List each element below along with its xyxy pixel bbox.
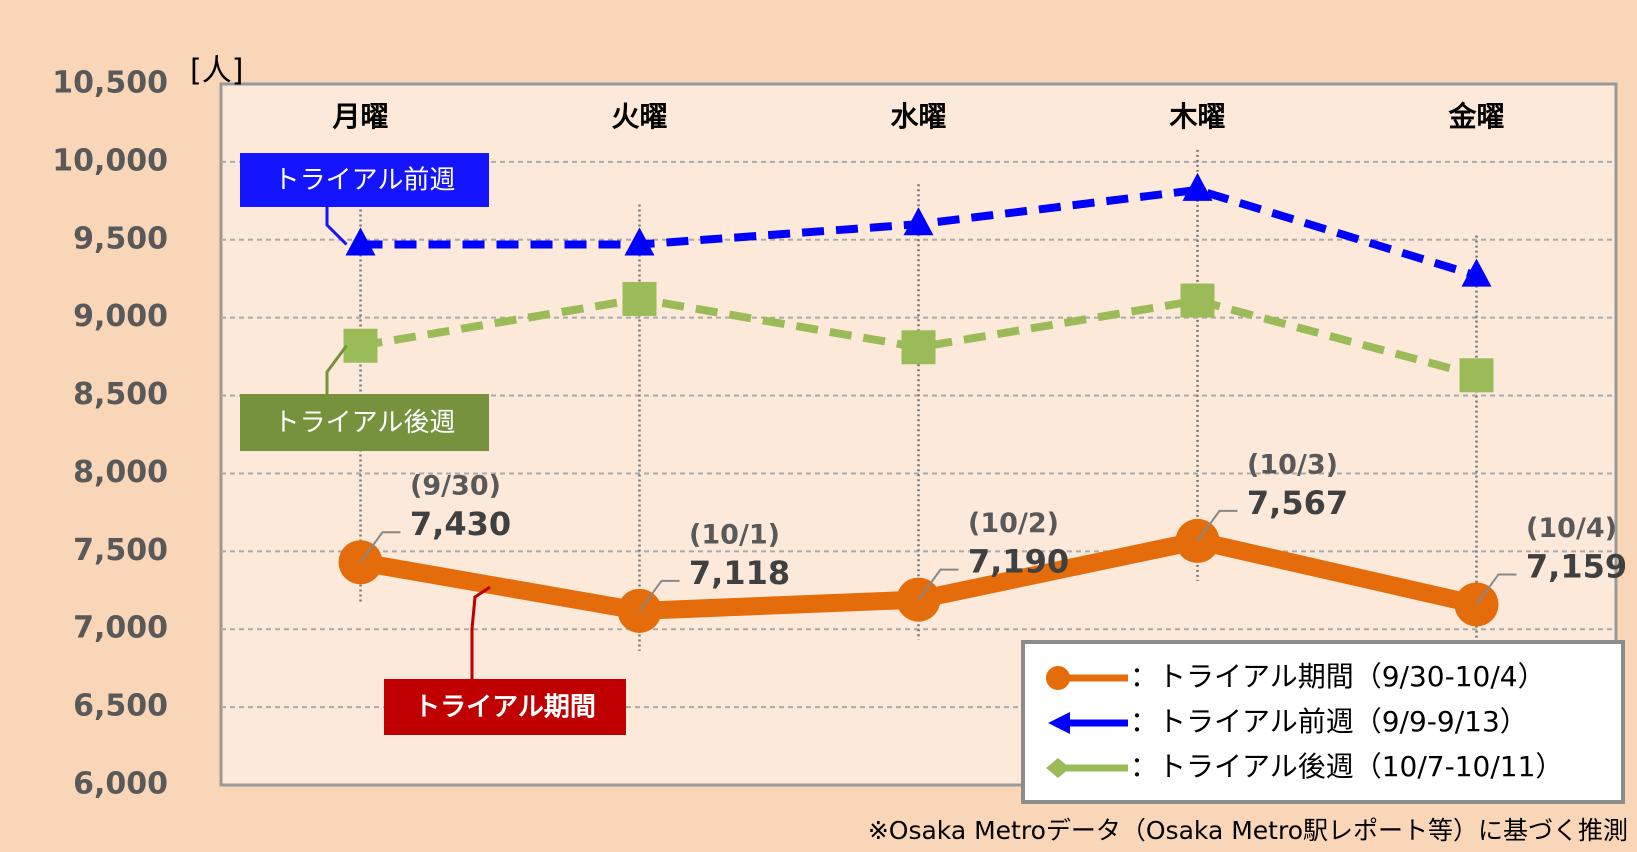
callout-box — [240, 394, 489, 451]
y-tick-label: 10,500 — [52, 66, 168, 101]
y-tick-label: 8,000 — [73, 455, 168, 490]
data-label: 7,567 — [1247, 484, 1348, 522]
callout-box — [384, 679, 626, 735]
x-tick-label: 月曜 — [331, 100, 388, 133]
y-unit-label: [人] — [190, 54, 243, 89]
point-label: (9/30) — [410, 471, 501, 502]
callout-box — [240, 153, 489, 207]
legend-separator: ： — [1130, 750, 1158, 783]
leader-line — [917, 568, 959, 601]
point — [343, 328, 378, 363]
leader-line — [638, 579, 680, 612]
legend-separator: ： — [1130, 705, 1158, 738]
data-label: 7,190 — [968, 543, 1069, 581]
x-tick-label: 火曜 — [611, 100, 667, 133]
y-tick-label: 7,500 — [73, 533, 168, 568]
point-label: (10/2) — [968, 508, 1059, 539]
legend-label: トライアル前週（9/9-9/13） — [1158, 705, 1528, 738]
legend-marker — [1048, 712, 1070, 734]
y-tick-label: 9,000 — [73, 299, 168, 334]
x-tick-label: 水曜 — [890, 100, 946, 133]
y-tick-label: 9,500 — [73, 221, 168, 256]
callout-connector — [470, 585, 491, 679]
leader-line — [359, 531, 401, 563]
x-tick-label: 木曜 — [1168, 100, 1225, 133]
y-tick-label: 6,500 — [73, 689, 168, 724]
point — [1182, 172, 1213, 201]
legend-marker — [1046, 758, 1070, 778]
point-label: (10/3) — [1247, 449, 1338, 480]
legend-label: トライアル後週（10/7-10/11） — [1158, 750, 1563, 783]
x-tick-label: 金曜 — [1447, 100, 1504, 133]
point-label: (10/4) — [1526, 513, 1617, 544]
legend-marker — [1046, 666, 1070, 690]
footnote: ※Osaka Metroデータ（Osaka Metro駅レポート等）に基づく推測 — [868, 816, 1628, 845]
point — [624, 227, 655, 256]
callout-label: トライアル期間 — [414, 693, 596, 723]
callout-connector — [325, 344, 348, 394]
legend-separator: ： — [1130, 660, 1158, 693]
point — [622, 281, 657, 316]
y-tick-label: 6,000 — [73, 767, 168, 802]
point-label: (10/1) — [689, 519, 780, 550]
data-label: 7,159 — [1526, 547, 1627, 585]
point — [903, 207, 934, 236]
series-line — [359, 294, 1478, 380]
point — [1180, 283, 1215, 318]
y-tick-label: 10,000 — [52, 143, 168, 178]
callout-label: トライアル前週 — [274, 166, 456, 196]
data-label: 7,430 — [410, 505, 511, 543]
point — [1459, 358, 1494, 393]
point — [345, 227, 376, 256]
point — [901, 330, 936, 365]
y-tick-label: 7,000 — [73, 611, 168, 646]
callout-label: トライアル後週 — [274, 408, 456, 438]
callout-connector — [325, 207, 348, 246]
y-tick-label: 8,500 — [73, 377, 168, 412]
legend-label: トライアル期間（9/30-10/4） — [1158, 660, 1546, 693]
point — [1461, 258, 1492, 287]
leader-line — [1196, 509, 1238, 542]
leader-line — [1475, 573, 1517, 606]
data-label: 7,118 — [689, 554, 790, 592]
